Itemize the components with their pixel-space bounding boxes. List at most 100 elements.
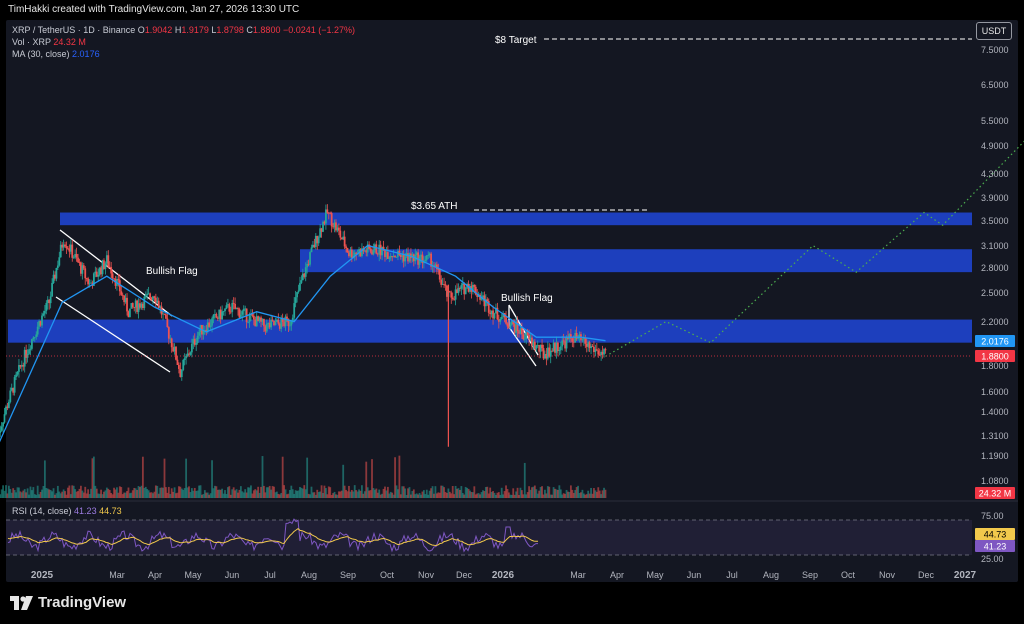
volume-bar — [557, 489, 559, 498]
candle-body — [105, 255, 108, 264]
currency-badge[interactable]: USDT — [976, 22, 1012, 40]
candle-body — [117, 279, 120, 281]
candle-body — [591, 346, 594, 347]
candle-body — [162, 313, 164, 315]
candle-body — [471, 284, 474, 292]
volume-bar — [92, 456, 95, 498]
volume-bar — [211, 460, 213, 498]
price-tick: 3.5000 — [981, 216, 1009, 226]
candle-body — [541, 344, 543, 349]
candle-body — [46, 299, 49, 303]
price-tick: 1.0800 — [981, 476, 1009, 486]
volume-bar — [248, 487, 251, 498]
volume-bar — [539, 486, 542, 498]
candle-body — [587, 342, 590, 347]
candle-body — [31, 339, 33, 349]
candle-body — [192, 338, 195, 344]
volume-bar — [567, 491, 569, 498]
candle-body — [539, 344, 542, 352]
volume-bar — [520, 490, 523, 498]
candle-body — [595, 349, 598, 351]
volume-bar — [578, 493, 581, 498]
candle-body — [273, 320, 275, 326]
volume-bar — [208, 494, 211, 498]
volume-bar — [464, 486, 467, 498]
volume-bar — [544, 489, 546, 498]
time-tick: Sep — [340, 570, 356, 580]
volume-bar — [441, 485, 444, 498]
candle-body — [134, 300, 137, 308]
candle-body — [340, 237, 343, 240]
candle-body — [518, 331, 520, 334]
candle-body — [310, 247, 313, 253]
candle-body — [506, 323, 509, 327]
volume-bar — [391, 492, 394, 498]
volume-bar — [141, 456, 144, 498]
volume-bar — [3, 490, 6, 498]
volume-bar — [290, 485, 293, 498]
volume-bar — [157, 493, 160, 498]
volume-bar — [247, 487, 249, 498]
candle-body — [483, 295, 486, 307]
volume-bar — [486, 486, 489, 498]
volume-bar — [85, 493, 88, 498]
candle-body — [584, 337, 587, 344]
volume-bar — [306, 457, 309, 498]
volume-bar — [153, 491, 156, 498]
candle-body — [48, 299, 51, 304]
volume-bar — [376, 492, 379, 498]
candle-body — [195, 343, 198, 345]
candle-body — [137, 303, 140, 312]
candle-body — [108, 266, 111, 268]
candle-body — [185, 355, 188, 359]
candle-body — [601, 351, 604, 355]
candle-body — [208, 322, 211, 327]
candle-body — [188, 353, 190, 355]
volume-bar — [422, 490, 425, 498]
volume-bar — [410, 494, 412, 498]
candle-body — [103, 260, 105, 269]
candle-body — [312, 244, 314, 248]
volume-bar — [98, 493, 101, 498]
candle-body — [141, 303, 144, 308]
volume-bar — [123, 492, 126, 498]
volume-bar — [277, 493, 280, 498]
candle-body — [6, 406, 9, 408]
volume-bar — [368, 490, 371, 498]
volume-bar — [332, 493, 335, 498]
volume-bar — [603, 487, 605, 498]
candle-body — [182, 360, 185, 370]
volume-bar — [130, 492, 133, 498]
volume-bar — [238, 489, 241, 498]
volume-bar — [206, 492, 209, 498]
volume-bar — [593, 488, 595, 498]
candle-body — [239, 314, 242, 318]
volume-bar — [35, 494, 38, 498]
price-tick: 1.1900 — [981, 451, 1009, 461]
volume-bar — [309, 494, 311, 498]
volume-bar — [12, 488, 15, 498]
volume-bar — [198, 485, 200, 498]
volume-bar — [361, 485, 363, 498]
candle-body — [123, 295, 126, 303]
time-tick: Jun — [225, 570, 240, 580]
candle-body — [333, 222, 336, 228]
volume-bar — [320, 485, 323, 498]
volume-bar — [350, 489, 353, 498]
candle-body — [286, 316, 288, 319]
price-tick: 4.9000 — [981, 141, 1009, 151]
candle-body — [255, 316, 258, 327]
volume-bar — [385, 490, 388, 498]
volume-bar — [133, 487, 136, 498]
candle-body — [130, 303, 133, 309]
candle-body — [438, 269, 441, 280]
candle-body — [443, 284, 445, 285]
volume-bar — [7, 485, 10, 498]
candle-body — [231, 302, 234, 312]
candle-body — [100, 267, 102, 275]
candle-body — [598, 354, 601, 356]
volume-bar — [72, 485, 75, 498]
volume-bar — [310, 486, 313, 498]
candle-body — [97, 274, 100, 277]
